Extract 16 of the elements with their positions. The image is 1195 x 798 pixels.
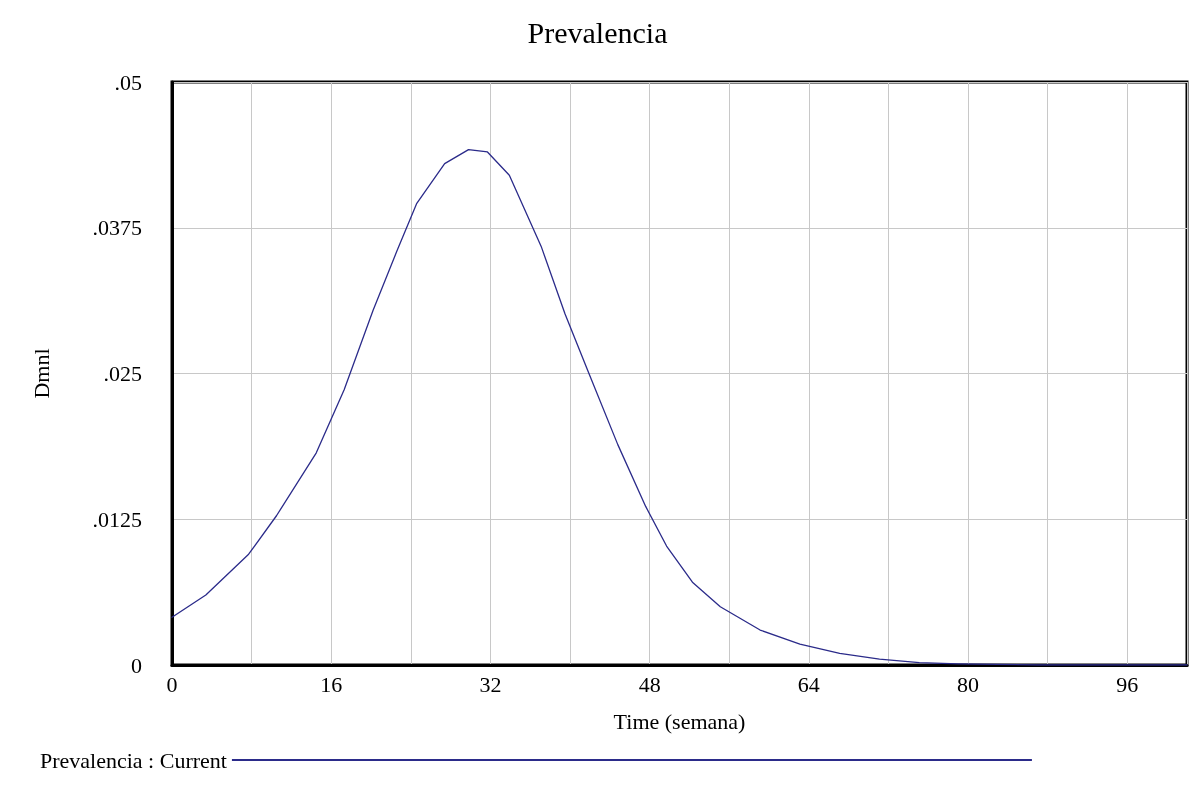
x-tick-label: 0 — [166, 671, 178, 697]
x-axis-title: Time (semana) — [613, 708, 746, 734]
y-tick-label: 0 — [131, 652, 142, 678]
chart-title: Prevalencia — [527, 15, 668, 49]
x-tick-label: 64 — [797, 671, 820, 697]
x-tick-label: 32 — [479, 671, 502, 697]
y-axis-title: Dmnl — [28, 348, 54, 399]
y-tick-label: .0375 — [92, 215, 142, 241]
y-tick-label: .025 — [103, 361, 142, 386]
x-tick-label: 16 — [320, 671, 343, 697]
y-tick-label: .05 — [114, 69, 142, 95]
text: Prevalencia : Current — [39, 747, 227, 773]
x-tick-label: 48 — [638, 671, 661, 697]
y-tick-label: .0125 — [92, 506, 142, 532]
x-tick-label: 96 — [1116, 671, 1139, 697]
x-tick-label: 80 — [957, 671, 980, 697]
